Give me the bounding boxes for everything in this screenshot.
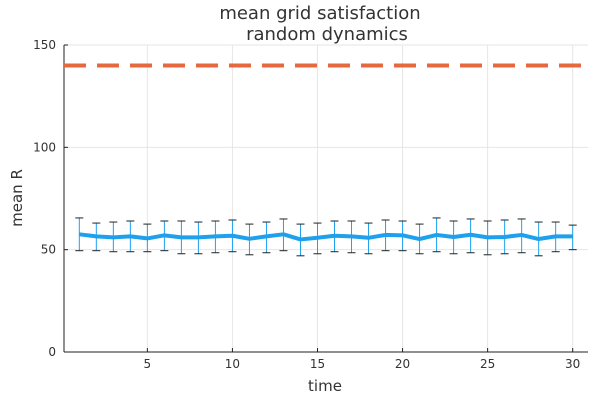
y-axis-label: mean R [8,169,26,227]
plot-area [64,63,588,257]
x-tick-label: 10 [225,357,240,371]
x-axis-label: time [308,377,342,395]
axes: 5 10 15 20 25 30 0 50 100 150 [33,38,588,371]
y-tick-label: 150 [33,38,56,52]
y-tick-label: 100 [33,140,56,154]
x-tick-label: 30 [565,357,580,371]
grid-lines [64,44,588,353]
y-tick-label: 50 [41,243,56,257]
y-tick-label: 0 [48,345,56,359]
x-tick-label: 5 [144,357,152,371]
chart-title-line-2: random dynamics [246,24,408,45]
x-tick-label: 15 [310,357,325,371]
x-tick-label: 25 [480,357,495,371]
mean-r-series-line [79,232,573,242]
chart-title-line-1: mean grid satisfaction [219,3,420,24]
x-tick-label: 20 [395,357,410,371]
